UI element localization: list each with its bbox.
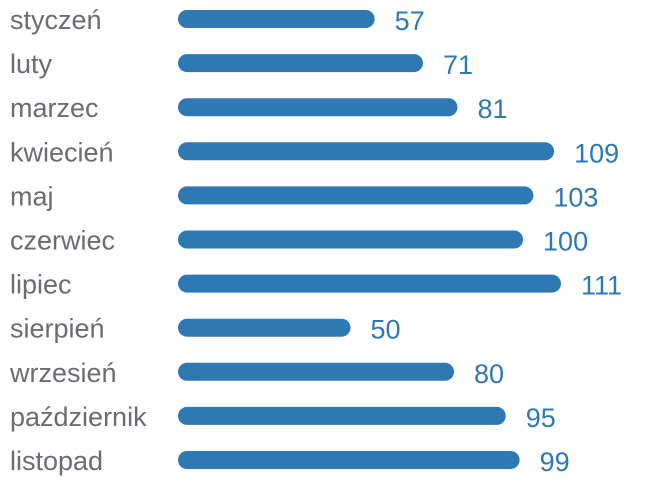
bar xyxy=(178,230,524,249)
bar xyxy=(178,451,520,469)
value-label: 57 xyxy=(395,6,425,36)
bar xyxy=(178,54,423,73)
category-label: luty xyxy=(10,49,53,79)
bar xyxy=(178,98,458,117)
value-label: 95 xyxy=(526,403,556,433)
category-label: marzec xyxy=(10,93,99,123)
value-label: 81 xyxy=(477,94,507,124)
category-label: kwiecień xyxy=(10,137,114,167)
bar xyxy=(178,186,534,205)
category-label: lipiec xyxy=(10,270,72,300)
value-label: 100 xyxy=(543,227,588,257)
bar xyxy=(178,142,555,161)
value-label: 50 xyxy=(371,315,401,345)
value-label: 71 xyxy=(443,50,473,80)
category-label: czerwiec xyxy=(10,226,115,256)
bar xyxy=(178,362,455,381)
category-label: styczeń xyxy=(10,5,102,35)
category-label: maj xyxy=(10,181,54,211)
value-label: 103 xyxy=(553,182,598,212)
bar xyxy=(178,10,375,28)
value-label: 111 xyxy=(581,271,622,301)
bar xyxy=(178,274,561,293)
category-label: sierpień xyxy=(10,314,105,344)
bar xyxy=(178,318,351,337)
value-label: 109 xyxy=(574,138,619,168)
value-label: 99 xyxy=(540,447,570,477)
value-label: 80 xyxy=(474,359,504,389)
bar xyxy=(178,406,506,425)
category-label: wrzesień xyxy=(9,358,117,388)
category-label: październik xyxy=(10,402,147,432)
category-label: listopad xyxy=(10,446,103,476)
